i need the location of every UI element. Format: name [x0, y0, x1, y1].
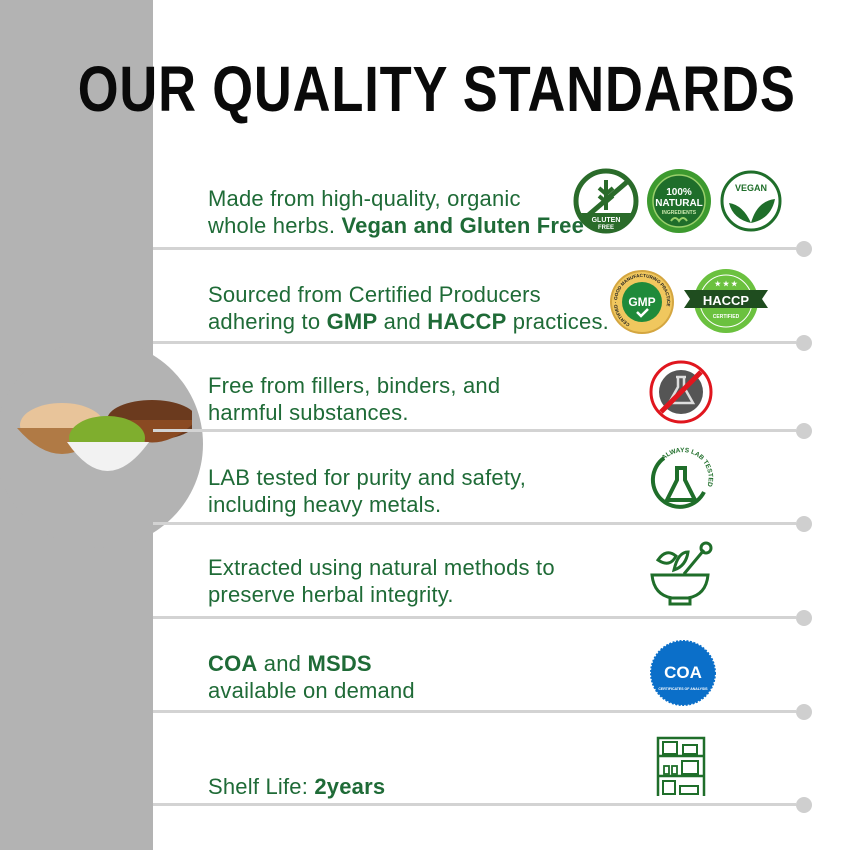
no-chemicals-icon — [649, 360, 713, 424]
separator-dot — [796, 241, 812, 257]
row-text-line: available on demand — [208, 678, 415, 703]
gluten-free-badge-icon: GLUTEN FREE — [573, 168, 639, 234]
shelf-life-value: 2years — [314, 774, 386, 799]
row-text-line: adhering to — [208, 309, 327, 334]
row-natural-extraction: Extracted using natural methods to prese… — [208, 554, 555, 608]
row-separator — [153, 803, 796, 806]
separator-dot — [796, 704, 812, 720]
row-separator — [153, 341, 796, 344]
row-text-line: Extracted using natural methods to — [208, 555, 555, 580]
page-title: OUR QUALITY STANDARDS — [77, 53, 796, 125]
row-text-line: and — [257, 651, 308, 676]
herbal-powder-bowls-image — [17, 400, 192, 471]
separator-dot — [796, 610, 812, 626]
row-text-line: Free from fillers, binders, and — [208, 373, 501, 398]
svg-text:VEGAN: VEGAN — [735, 183, 767, 193]
svg-text:★ ★ ★: ★ ★ ★ — [715, 280, 738, 288]
row-text-line: Sourced from Certified Producers — [208, 282, 541, 307]
row-vegan-gluten-free: Made from high-quality, organic whole he… — [208, 185, 584, 239]
row-separator — [153, 522, 796, 525]
row-separator — [153, 429, 796, 432]
row-text-bold: COA — [208, 651, 258, 676]
svg-text:GLUTEN: GLUTEN — [592, 217, 621, 224]
row-text-line: harmful substances. — [208, 400, 409, 425]
row-no-fillers: Free from fillers, binders, and harmful … — [208, 372, 500, 426]
svg-text:INGREDIENTS: INGREDIENTS — [662, 210, 697, 216]
coa-badge-icon: COA CERTIFICATES OF ANALYSIS — [650, 640, 716, 706]
svg-text:HACCP: HACCP — [703, 293, 750, 308]
haccp-badge-icon: HACCP CERTIFIED ★ ★ ★ — [684, 269, 768, 333]
row-text-line: including heavy metals. — [208, 492, 442, 517]
row-separator — [153, 710, 796, 713]
row-text-bold: GMP — [326, 309, 378, 334]
svg-text:100%: 100% — [666, 187, 692, 198]
row-text-bold: MSDS — [307, 651, 372, 676]
shelf-life-label: Shelf Life: — [208, 774, 315, 799]
separator-dot — [796, 423, 812, 439]
svg-text:FREE: FREE — [598, 225, 614, 231]
row-text-line: whole herbs. — [208, 213, 342, 238]
vegan-badge-icon: VEGAN — [720, 170, 782, 232]
row-text-line: practices. — [506, 309, 609, 334]
row-text-line: and — [377, 309, 428, 334]
row-shelf-life: Shelf Life: 2years — [208, 773, 385, 800]
row-text-bold: Vegan and Gluten Free — [341, 213, 585, 238]
row-certified-producers: Sourced from Certified Producers adherin… — [208, 281, 609, 335]
natural-ingredients-badge-icon: 100% NATURAL INGREDIENTS — [647, 169, 711, 233]
shelf-icon — [656, 736, 706, 796]
row-separator — [153, 616, 796, 619]
row-text-line: preserve herbal integrity. — [208, 582, 454, 607]
gmp-badge-icon: GMP CERTIFIED · GOOD MANUFACTURING PRACT… — [610, 270, 674, 334]
svg-text:CERTIFIED: CERTIFIED — [713, 314, 740, 320]
row-coa-msds: COA and MSDS available on demand — [208, 650, 415, 704]
row-text-line: Made from high-quality, organic — [208, 186, 521, 211]
separator-dot — [796, 335, 812, 351]
separator-dot — [796, 516, 812, 532]
svg-text:NATURAL: NATURAL — [655, 198, 703, 209]
coa-badge-subtext: CERTIFICATES OF ANALYSIS — [658, 687, 708, 691]
separator-dot — [796, 797, 812, 813]
lab-tested-icon: ALWAYS LAB TESTED — [650, 447, 714, 509]
coa-badge-text: COA — [664, 663, 702, 682]
mortar-pestle-icon — [650, 541, 713, 606]
row-separator — [153, 247, 796, 250]
row-text-line: LAB tested for purity and safety, — [208, 465, 527, 490]
row-text-bold: HACCP — [427, 309, 507, 334]
row-lab-tested: LAB tested for purity and safety, includ… — [208, 464, 526, 518]
svg-text:GMP: GMP — [628, 295, 655, 309]
